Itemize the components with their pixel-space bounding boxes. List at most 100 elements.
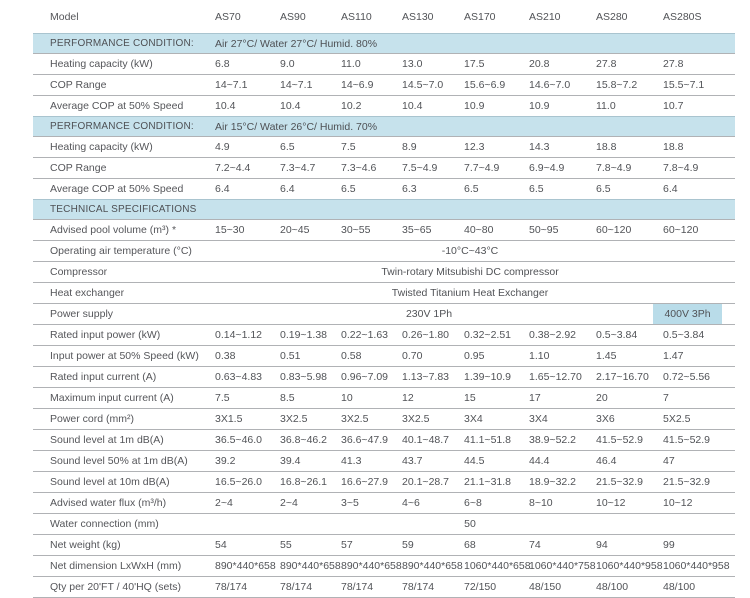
spec-value: 78/174 — [215, 581, 248, 593]
column-header-model: Model — [50, 10, 79, 23]
power-supply-alt: 400V 3Ph — [653, 304, 735, 324]
spec-value: 44.5 — [464, 455, 485, 467]
spec-value: 57 — [341, 539, 353, 551]
spec-value: 41.5~52.9 — [596, 434, 644, 446]
spec-value: 1060*440*658 — [464, 560, 531, 572]
spec-value: 6.5 — [596, 183, 611, 195]
spec-row: Compressor Twin-rotary Mitsubishi DC comp… — [33, 261, 735, 282]
spec-value: 12.3 — [464, 141, 485, 153]
spec-value: 1.10 — [529, 350, 550, 362]
spec-value: 1.65~12.70 — [529, 371, 582, 383]
row-label: COP Range — [50, 162, 107, 174]
spec-value: 0.26~1.80 — [402, 329, 450, 341]
spec-value: 21.1~31.8 — [464, 476, 512, 488]
row-label: Advised pool volume (m³) * — [50, 224, 177, 236]
spec-value: 72/150 — [464, 581, 497, 593]
row-label: PERFORMANCE CONDITION: — [50, 38, 194, 49]
row-label: Sound level 50% at 1m dB(A) — [50, 455, 188, 467]
spec-row: Rated input current (A) 0.63~4.83 0.83~5.9… — [33, 366, 735, 387]
spec-value: 2~4 — [215, 497, 233, 509]
spec-value: 8.9 — [402, 141, 417, 153]
spec-value: 2~4 — [280, 497, 298, 509]
row-label: Net weight (kg) — [50, 539, 121, 551]
spec-value: 7.3~4.6 — [341, 162, 377, 174]
spec-value: 3X2.5 — [402, 413, 430, 425]
spec-value: 68 — [464, 539, 476, 551]
spec-row: Advised water flux (m³/h) 2~4 2~4 3~5 4~6 6~8… — [33, 492, 735, 513]
spec-value: 14~7.1 — [215, 79, 248, 91]
spec-value: 6.9~4.9 — [529, 162, 565, 174]
spec-value: 7.5 — [215, 392, 230, 404]
spec-value: 20.8 — [529, 58, 550, 70]
spec-value: 60~120 — [596, 224, 632, 236]
spec-row: Input power at 50% Speed (kW) 0.38 0.51 0.5… — [33, 345, 735, 366]
column-header-as130: AS130 — [402, 10, 434, 23]
spec-value: 6.4 — [215, 183, 230, 195]
spec-value: 41.5~52.9 — [663, 434, 711, 446]
spec-value: 41.3 — [341, 455, 362, 467]
row-label: Heating capacity (kW) — [50, 58, 153, 70]
spec-value: 47 — [663, 455, 675, 467]
spec-row: Sound level at 10m dB(A) 16.5~26.0 16.8~26… — [33, 471, 735, 492]
spec-value-span: -10°C~43°C — [441, 245, 499, 257]
spec-value: 7 — [663, 392, 669, 404]
spec-value: 50~95 — [529, 224, 559, 236]
spec-table: Model AS70 AS90 AS110 AS130 AS170 AS210 AS280 A… — [33, 0, 735, 598]
spec-value: 21.5~32.9 — [663, 476, 711, 488]
spec-value: 60~120 — [663, 224, 699, 236]
spec-value: 7.7~4.9 — [464, 162, 500, 174]
spec-value: 10~12 — [596, 497, 626, 509]
spec-value: 41.1~51.8 — [464, 434, 512, 446]
spec-value: 16.5~26.0 — [215, 476, 263, 488]
spec-value-span: Twisted Titanium Heat Exchanger — [391, 287, 549, 299]
spec-value: 36.8~46.2 — [280, 434, 328, 446]
spec-value: 4.9 — [215, 141, 230, 153]
spec-value: 0.58 — [341, 350, 362, 362]
column-header-as280: AS280 — [596, 10, 628, 23]
row-label: Rated input current (A) — [50, 371, 157, 383]
spec-row: Heat exchanger Twisted Titanium Heat Exch… — [33, 282, 735, 303]
spec-value: 11.0 — [341, 58, 361, 70]
spec-value: 10.4 — [215, 100, 236, 112]
spec-value: 7.2~4.4 — [215, 162, 251, 174]
spec-row: Operating air temperature (°C) -10°C~43°C — [33, 240, 735, 261]
column-header-as280s: AS280S — [663, 10, 702, 23]
spec-value: 3X2.5 — [341, 413, 369, 425]
spec-value: 27.8 — [663, 58, 684, 70]
spec-value: 6~8 — [464, 497, 482, 509]
spec-value: 0.83~5.98 — [280, 371, 328, 383]
spec-value: 0.5~3.84 — [663, 329, 705, 341]
row-label: Sound level at 1m dB(A) — [50, 434, 164, 446]
spec-row: Maximum input current (A) 7.5 8.5 10 12 15 17 2… — [33, 387, 735, 408]
spec-value: 17.5 — [464, 58, 485, 70]
spec-value: 35~65 — [402, 224, 432, 236]
row-label: Rated input power (kW) — [50, 329, 161, 341]
spec-value: 0.96~7.09 — [341, 371, 389, 383]
spec-value: 20.1~28.7 — [402, 476, 450, 488]
spec-value: 20~45 — [280, 224, 310, 236]
spec-value: 2.17~16.70 — [596, 371, 649, 383]
spec-value: 21.5~32.9 — [596, 476, 644, 488]
spec-value: 6.5 — [464, 183, 479, 195]
spec-value: 48/100 — [663, 581, 696, 593]
spec-value: 15 — [464, 392, 476, 404]
row-label: Water connection (mm) — [50, 518, 159, 530]
spec-value: 54 — [215, 539, 227, 551]
spec-value: 10.9 — [529, 100, 550, 112]
spec-row: Average COP at 50% Speed 6.4 6.4 6.5 6.3 6.5 6… — [33, 178, 735, 199]
spec-value: 14~7.1 — [280, 79, 313, 91]
spec-value: 8.5 — [280, 392, 295, 404]
spec-value: 0.51 — [280, 350, 301, 362]
spec-value: 10.4 — [280, 100, 301, 112]
spec-value: 3X4 — [529, 413, 548, 425]
spec-value: 1060*440*958 — [663, 560, 730, 572]
spec-value: 48/150 — [529, 581, 562, 593]
spec-value: 1060*440*958 — [596, 560, 663, 572]
spec-value: 15~30 — [215, 224, 245, 236]
spec-value: 10.7 — [663, 100, 684, 112]
row-label: COP Range — [50, 79, 107, 91]
spec-value: 3X4 — [464, 413, 483, 425]
spec-value: 14~6.9 — [341, 79, 374, 91]
spec-value: 14.6~7.0 — [529, 79, 571, 91]
spec-value: 6.5 — [341, 183, 356, 195]
